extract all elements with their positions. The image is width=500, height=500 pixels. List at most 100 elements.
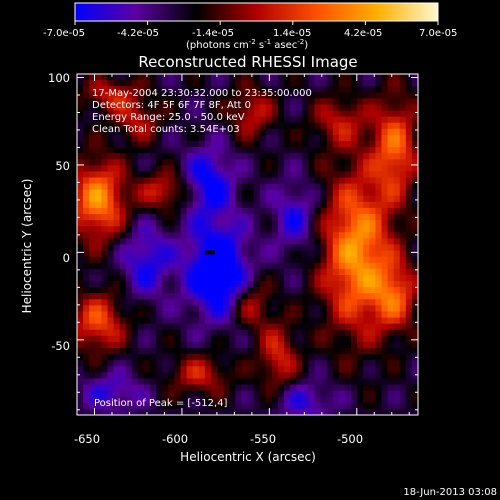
heatmap-cell	[344, 110, 352, 118]
heatmap-cell	[369, 311, 376, 319]
heatmap-cell	[113, 226, 121, 233]
heatmap-cell	[351, 226, 358, 233]
heatmap-cell	[344, 268, 352, 276]
heatmap-cell	[351, 372, 358, 380]
heatmap-cell	[369, 268, 376, 276]
heatmap-cell	[381, 98, 389, 106]
heatmap-cell	[210, 317, 218, 325]
heatmap-cell	[314, 354, 322, 361]
heatmap-cell	[223, 165, 230, 173]
heatmap-cell	[326, 402, 334, 410]
heatmap-cell	[253, 348, 261, 355]
heatmap-cell	[338, 116, 346, 124]
heatmap-cell	[241, 372, 249, 380]
heatmap-cell	[83, 171, 90, 179]
heatmap-cell	[387, 214, 395, 221]
heatmap-cell	[332, 402, 340, 410]
heatmap-cell	[168, 104, 176, 112]
heatmap-cell	[375, 354, 383, 361]
heatmap-cell	[192, 244, 200, 252]
heatmap-cell	[204, 396, 212, 404]
heatmap-cell	[241, 134, 249, 142]
heatmap-cell	[302, 153, 309, 160]
heatmap-cell	[259, 335, 267, 343]
heatmap-cell	[180, 293, 188, 300]
heatmap-cell	[210, 244, 218, 252]
heatmap-cell	[277, 354, 285, 361]
heatmap-cell	[77, 293, 84, 300]
heatmap-cell	[119, 360, 127, 367]
heatmap-cell	[314, 281, 322, 288]
heatmap-cell	[223, 372, 230, 380]
heatmap-cell	[223, 329, 230, 337]
heatmap-cell	[271, 122, 279, 130]
annotation-clean-counts: Clean Total counts: 3.54E+03	[92, 124, 240, 135]
heatmap-cell	[326, 207, 334, 215]
heatmap-cell	[338, 317, 346, 325]
heatmap-cell	[302, 317, 309, 325]
heatmap-cell	[119, 226, 127, 233]
heatmap-cell	[174, 220, 182, 227]
heatmap-cell	[137, 104, 145, 112]
heatmap-cell	[241, 220, 249, 227]
heatmap-cell	[271, 335, 279, 343]
heatmap-cell	[351, 348, 358, 355]
heatmap-cell	[113, 189, 121, 197]
heatmap-cell	[119, 402, 127, 410]
heatmap-cell	[308, 408, 316, 415]
heatmap-cell	[405, 305, 413, 313]
heatmap-cell	[204, 311, 212, 319]
heatmap-cell	[265, 317, 273, 325]
heatmap-cell	[143, 378, 151, 386]
heatmap-cell	[381, 92, 389, 99]
heatmap-cell	[217, 238, 224, 246]
heatmap-cell	[393, 159, 401, 166]
heatmap-cell	[107, 189, 115, 197]
heatmap-cell	[137, 183, 145, 191]
heatmap-cell	[83, 214, 90, 221]
heatmap-cell	[101, 390, 109, 398]
heatmap-cell	[363, 281, 370, 288]
heatmap-cell	[174, 128, 182, 136]
heatmap-cell	[332, 396, 340, 404]
heatmap-cell	[162, 147, 169, 154]
heatmap-cell	[284, 348, 291, 355]
heatmap-cell	[344, 159, 352, 166]
heatmap-cell	[131, 348, 139, 355]
heatmap-cell	[411, 341, 418, 349]
heatmap-cell	[143, 128, 151, 136]
heatmap-cell	[156, 281, 163, 288]
heatmap-cell	[320, 122, 328, 130]
heatmap-cell	[326, 250, 334, 258]
heatmap-cell	[143, 98, 151, 106]
heatmap-cell	[156, 402, 163, 410]
heatmap-cell	[387, 335, 395, 343]
heatmap-cell	[332, 274, 340, 282]
heatmap-cell	[162, 207, 169, 215]
heatmap-cell	[113, 207, 121, 215]
heatmap-cell	[363, 341, 370, 349]
heatmap-cell	[210, 183, 218, 191]
heatmap-cell	[253, 128, 261, 136]
heatmap-cell	[381, 171, 389, 179]
heatmap-cell	[265, 147, 273, 154]
heatmap-cell	[198, 214, 206, 221]
heatmap-cell	[265, 372, 273, 380]
heatmap-cell	[326, 201, 334, 209]
heatmap-cell	[393, 268, 401, 276]
heatmap-cell	[143, 323, 151, 331]
heatmap-cell	[95, 384, 102, 392]
heatmap-cell	[77, 274, 84, 282]
heatmap-cell	[344, 92, 352, 99]
heatmap-cell	[271, 262, 279, 270]
heatmap-cell	[174, 177, 182, 185]
heatmap-cell	[113, 372, 121, 380]
heatmap-cell	[326, 104, 334, 112]
heatmap-cell	[107, 92, 115, 99]
heatmap-cell	[375, 128, 383, 136]
heatmap-cell	[363, 293, 370, 300]
heatmap-cell	[344, 195, 352, 203]
heatmap-cell	[277, 195, 285, 203]
heatmap-cell	[101, 201, 109, 209]
heatmap-cell	[162, 183, 169, 191]
